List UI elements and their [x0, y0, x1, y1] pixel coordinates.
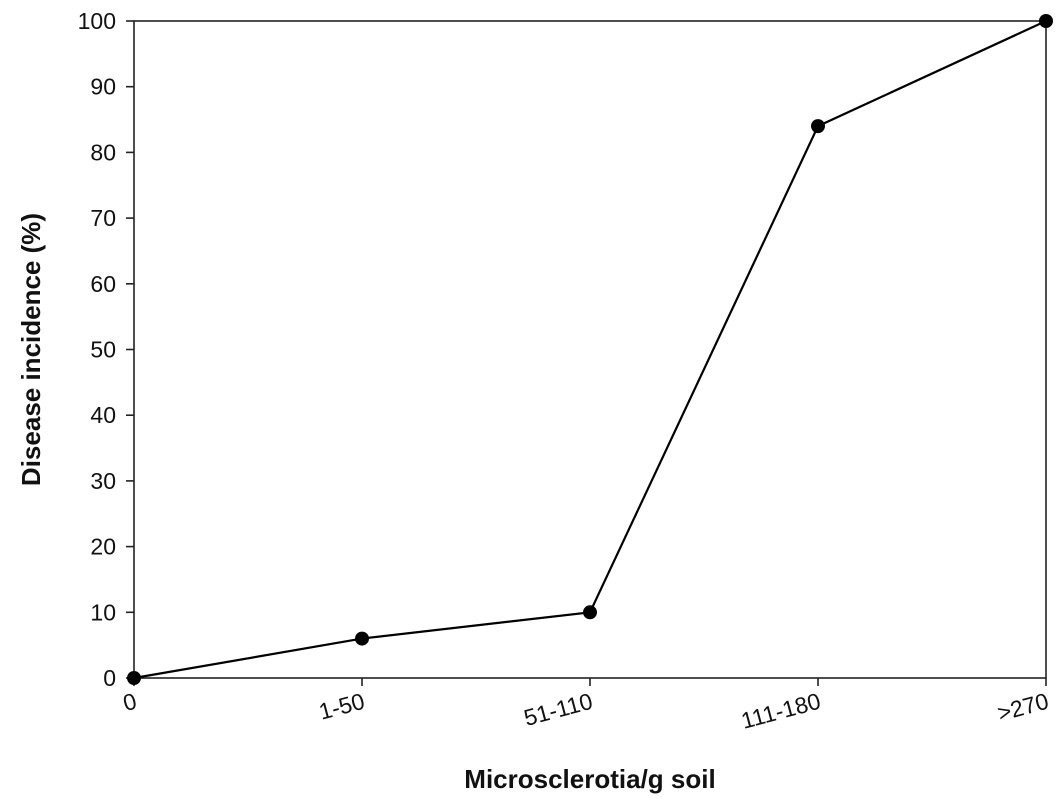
y-axis-title: Disease incidence (%): [16, 213, 46, 486]
y-axis: 0 10 20 30 40 50 60 70 80 90 100: [78, 8, 134, 691]
x-tick-label: 0: [120, 688, 139, 716]
y-tick-label: 10: [90, 599, 116, 625]
y-tick-label: 50: [90, 337, 116, 363]
x-tick-label: 1-50: [316, 688, 367, 725]
x-tick-label: 111-180: [738, 688, 823, 734]
series-points: [127, 14, 1053, 685]
y-tick-label: 70: [90, 205, 116, 231]
y-tick-label: 80: [90, 139, 116, 165]
y-tick-label: 40: [90, 402, 116, 428]
data-point: [127, 671, 141, 685]
data-point: [1039, 14, 1053, 28]
data-point: [583, 605, 597, 620]
data-point: [811, 119, 825, 134]
y-tick-label: 90: [90, 74, 116, 100]
y-tick-label: 0: [103, 665, 116, 691]
plot-area: 0 10 20 30 40 50 60 70 80 90 100 0 1-50 51-110 111-18…: [78, 8, 1053, 734]
y-tick-label: 60: [90, 271, 116, 297]
series-line: [133, 20, 1047, 680]
plot-frame: [133, 20, 1047, 679]
x-axis-title: Microsclerotia/g soil: [464, 764, 715, 794]
x-axis: 0 1-50 51-110 111-180 >270: [120, 678, 1051, 734]
data-point: [355, 631, 369, 646]
y-tick-label: 20: [90, 534, 116, 560]
x-tick-label: >270: [995, 688, 1052, 727]
y-tick-label: 100: [78, 8, 116, 34]
x-tick-label: 51-110: [521, 688, 595, 731]
y-tick-label: 30: [90, 468, 116, 494]
